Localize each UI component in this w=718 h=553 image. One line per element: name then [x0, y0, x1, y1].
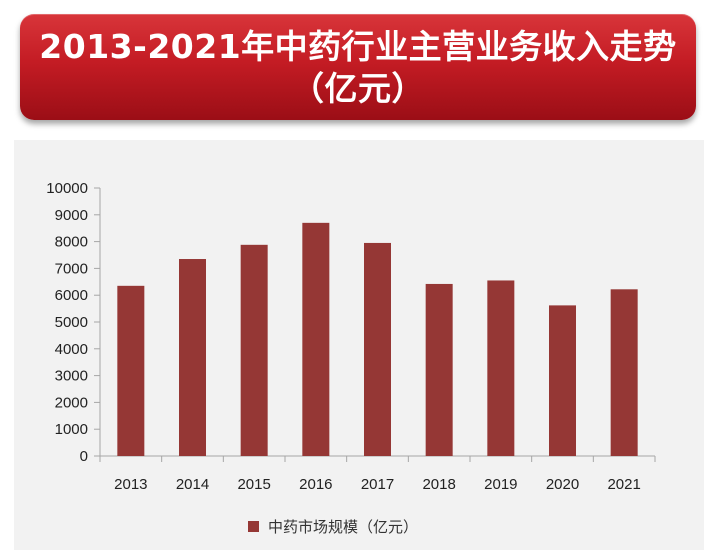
bar-2018 — [425, 283, 453, 456]
chart-title-line1: 2013-2021年中药行业主营业务收入走势 — [39, 27, 677, 66]
y-tick-label: 4000 — [55, 341, 88, 358]
y-tick-label: 9000 — [55, 207, 88, 224]
bar-2021 — [610, 289, 638, 456]
bar-2017 — [364, 242, 391, 456]
y-axis: 0 1000 2000 3000 4000 5000 6000 7000 8000 9000 100… — [46, 180, 101, 465]
x-axis: 2013 2014 2015 2016 2017 2018 2019 2020 2021 — [99, 455, 656, 493]
x-tick-label: 2018 — [422, 476, 455, 493]
chart-title-line2: （亿元） — [291, 69, 425, 108]
bar-2020 — [549, 305, 576, 456]
y-tick-label: 1000 — [55, 421, 88, 438]
bar-2013 — [117, 285, 145, 456]
bar-2016 — [302, 222, 330, 456]
legend: 中药市场规模（亿元） — [248, 515, 418, 537]
legend-label: 中药市场规模（亿元） — [268, 517, 419, 536]
bars-group — [117, 222, 638, 456]
y-tick-label: 7000 — [55, 260, 88, 277]
bar-2015 — [240, 244, 268, 456]
x-tick-label: 2014 — [176, 476, 209, 493]
x-tick-label: 2020 — [546, 476, 579, 493]
y-tick-label: 3000 — [55, 368, 88, 385]
x-tick-label: 2019 — [484, 476, 517, 493]
x-tick-label: 2013 — [114, 476, 147, 493]
title-banner: 2013-2021年中药行业主营业务收入走势 （亿元） — [20, 14, 696, 120]
x-tick-label: 2016 — [299, 476, 332, 493]
y-tick-label: 5000 — [55, 314, 88, 331]
y-tick-label: 6000 — [55, 287, 88, 304]
x-tick-label: 2021 — [607, 476, 640, 493]
y-tick-label: 8000 — [55, 234, 88, 251]
y-tick-label: 2000 — [55, 394, 88, 411]
y-tick-label: 10000 — [46, 180, 88, 197]
x-tick-label: 2015 — [237, 476, 270, 493]
x-tick-label: 2017 — [361, 476, 394, 493]
y-tick-label: 0 — [80, 448, 88, 465]
bar-2014 — [179, 259, 206, 456]
legend-swatch — [248, 520, 259, 532]
bar-2019 — [487, 280, 515, 456]
